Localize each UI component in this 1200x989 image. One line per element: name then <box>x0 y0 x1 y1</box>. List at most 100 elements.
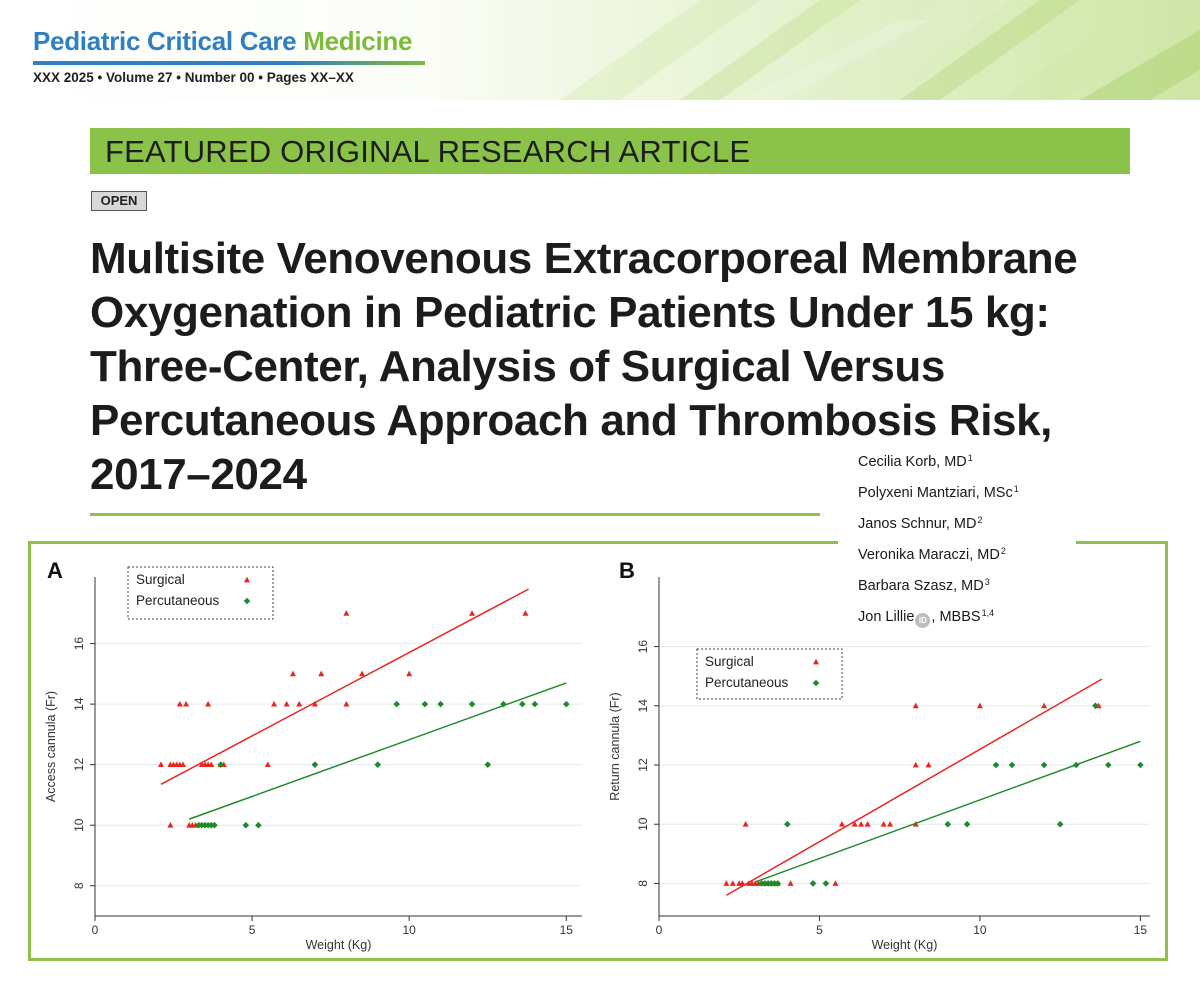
chart-panel-b: 0 5 10 15 8 10 12 14 16 Weight (Kg) Return cannula… <box>608 558 1150 952</box>
author-affiliation: 1 <box>1013 484 1019 494</box>
journal-name-part1: Pediatric Critical Care <box>33 26 297 56</box>
open-access-badge: OPEN <box>91 191 147 211</box>
author-item[interactable]: Jon Lillie iD, MBBS1,4 <box>858 608 994 628</box>
panel-b-percutaneous-point <box>1092 702 1099 710</box>
author-item[interactable]: Veronika Maraczi, MD2 <box>858 546 1006 563</box>
panel-b-y-axis-title: Return cannula (Fr) <box>608 692 622 800</box>
panel-a-x-tick-label: 5 <box>249 923 256 937</box>
banner-background <box>0 0 1200 100</box>
panel-a-surgical-point <box>343 700 350 707</box>
panel-b-percutaneous-point <box>963 820 971 828</box>
panel-b-surgical-point <box>851 821 858 827</box>
panel-b-x-tick-label: 0 <box>656 923 663 937</box>
panel-b-percutaneous-point <box>1104 761 1112 769</box>
panel-b-surgical-point <box>739 880 746 886</box>
panel-b-surgical-point <box>925 761 932 768</box>
panel-a-surgical-point <box>283 700 290 707</box>
issue-line: XXX 2025 • Volume 27 • Number 00 • Pages… <box>33 70 354 85</box>
panel-a-percutaneous-point <box>468 700 476 708</box>
panel-a-surgical-point <box>176 700 183 707</box>
panel-a-surgical-point <box>406 670 413 677</box>
panel-b-surgical-point <box>1041 702 1048 709</box>
panel-b-legend-marker-percutaneous <box>812 679 820 687</box>
panel-a-x-tick-label: 15 <box>560 923 574 937</box>
panel-a-y-tick-label: 8 <box>72 882 86 889</box>
author-affiliation: 1,4 <box>981 608 995 618</box>
figure-panel: 0 5 10 15 8 10 12 14 16 Weight (Kg) Access cannula… <box>28 541 1168 961</box>
journal-title-rule <box>33 61 425 65</box>
panel-b-legend-label-surgical: Surgical <box>705 654 754 669</box>
author-name: Polyxeni Mantziari, MSc <box>858 485 1013 501</box>
author-affiliation: 2 <box>1000 546 1006 556</box>
author-degree: , MBBS <box>931 609 981 625</box>
panel-a-y-tick-label: 12 <box>72 758 86 772</box>
panel-a-surgical-point <box>359 670 366 677</box>
panel-b-percutaneous-point <box>784 820 791 828</box>
panel-b-y-tick-label: 10 <box>636 817 650 831</box>
panel-b-x-tick-label: 5 <box>816 923 823 937</box>
panel-b-percutaneous-point <box>1008 761 1016 769</box>
panel-a-surgical-point <box>167 821 174 828</box>
panel-b-surgical-point <box>832 880 839 886</box>
panel-b-percutaneous-point <box>1056 820 1064 828</box>
panel-a-surgical-point <box>311 700 318 707</box>
panel-a-y-tick-label: 16 <box>72 637 86 651</box>
author-item[interactable]: Janos Schnur, MD2 <box>858 515 983 532</box>
panel-b-percutaneous-point <box>822 880 830 887</box>
panel-a-surgical-fit-line <box>160 588 529 785</box>
panel-a-x-tick-label: 0 <box>92 923 99 937</box>
panel-b-surgical-point <box>976 702 983 709</box>
panel-a-percutaneous-point <box>374 761 382 768</box>
panel-a-percutaneous-point <box>437 700 444 708</box>
panel-b-y-tick-label: 8 <box>636 880 650 887</box>
title-rule <box>90 513 820 516</box>
author-name: Janos Schnur, MD <box>858 516 977 532</box>
chart-panel-a: 0 5 10 15 8 10 12 14 16 Weight (Kg) Access cannula… <box>44 558 582 952</box>
panel-b-surgical-point <box>723 880 730 886</box>
panel-a-surgical-point <box>469 610 476 616</box>
journal-banner: Pediatric Critical Care Medicine XXX 202… <box>0 0 1200 100</box>
panel-b-legend-marker-surgical <box>813 658 819 665</box>
panel-a-percutaneous-point <box>393 700 400 708</box>
panel-b-y-tick-label: 16 <box>636 640 650 654</box>
panel-b-surgical-point <box>838 821 845 827</box>
panel-a-surgical-point <box>343 610 350 616</box>
panel-b-x-axis-title: Weight (Kg) <box>872 938 938 952</box>
author-name: Barbara Szasz, MD <box>858 578 984 594</box>
author-item[interactable]: Polyxeni Mantziari, MSc1 <box>858 484 1019 501</box>
author-affiliation: 1 <box>967 453 973 463</box>
panel-a-surgical-point <box>264 761 271 768</box>
panel-b-y-tick-label: 12 <box>636 758 650 772</box>
panel-a-y-tick-label: 10 <box>72 818 86 832</box>
panel-a-surgical-point <box>289 670 296 677</box>
panel-a-percutaneous-point <box>484 761 492 768</box>
panel-a-x-axis-title: Weight (Kg) <box>306 938 372 952</box>
author-affiliation: 3 <box>984 577 990 587</box>
panel-b-surgical-point <box>912 761 919 768</box>
panel-a-surgical-point <box>296 700 303 707</box>
panel-a-surgical-point <box>205 700 212 707</box>
author-name: Veronika Maraczi, MD <box>858 547 1000 563</box>
panel-b-x-tick-label: 15 <box>1134 923 1148 937</box>
panel-a-y-axis-title: Access cannula (Fr) <box>44 691 58 802</box>
panel-b-surgical-point <box>742 821 749 827</box>
panel-a-y-tick-label: 14 <box>72 697 86 711</box>
author-item[interactable]: Barbara Szasz, MD3 <box>858 577 990 594</box>
panel-a-legend-box <box>127 566 274 620</box>
panel-b-letter: B <box>619 558 635 583</box>
journal-name-part2: Medicine <box>303 26 413 56</box>
author-list: Cecilia Korb, MD1 Polyxeni Mantziari, MS… <box>838 445 1076 633</box>
section-banner: FEATURED ORIGINAL RESEARCH ARTICLE <box>90 128 1130 174</box>
panel-a-surgical-point <box>271 700 278 707</box>
panel-b-surgical-point <box>729 880 736 886</box>
author-name: Cecilia Korb, MD <box>858 454 967 470</box>
panel-a-percutaneous-point <box>242 821 250 829</box>
panel-a-surgical-point <box>183 700 190 707</box>
orcid-icon[interactable]: iD <box>915 613 931 628</box>
panel-a-surgical-point <box>522 610 529 616</box>
panel-a-legend-label-percutaneous: Percutaneous <box>136 593 220 608</box>
panel-a-percutaneous-point <box>217 761 224 768</box>
panel-a-percutaneous-point <box>421 700 429 708</box>
author-item[interactable]: Cecilia Korb, MD1 <box>858 453 973 470</box>
author-name: Jon Lillie <box>858 609 915 625</box>
